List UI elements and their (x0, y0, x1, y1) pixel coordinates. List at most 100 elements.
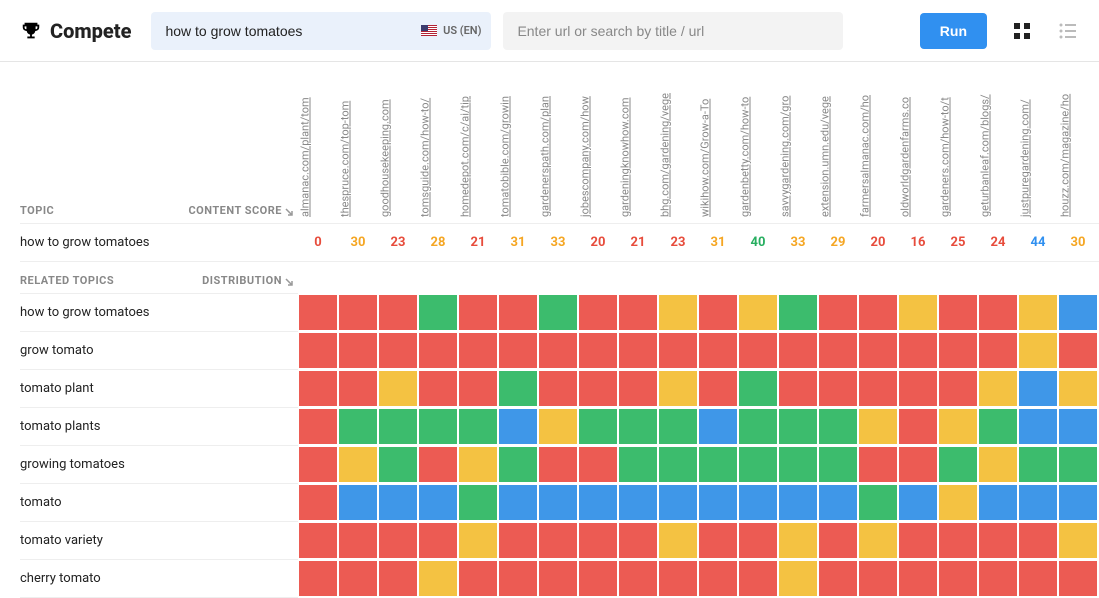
heatmap-cell (738, 408, 778, 445)
related-topic-row[interactable]: tomato (20, 484, 298, 522)
column-header[interactable]: tomatobible.com/growin (498, 62, 538, 223)
column-header[interactable]: homedepot.com/c/ai/tip (458, 62, 498, 223)
column-header[interactable]: almanac.com/plant/tom (298, 62, 338, 223)
topic-header-row: TOPIC CONTENT SCORE (20, 192, 298, 224)
column-header[interactable]: gardenbetty.com/how-to (738, 62, 778, 223)
heatmap-cell (818, 370, 858, 407)
heatmap-cell (978, 484, 1018, 521)
column-header[interactable]: gardeningknowhow.com (618, 62, 658, 223)
heatmap-cell (378, 560, 418, 597)
column-header[interactable]: thespruce.com/top-tom (338, 62, 378, 223)
heatmap-cell (938, 560, 978, 597)
heatmap-cell (418, 370, 458, 407)
heatmap-cell (498, 370, 538, 407)
heatmap-cell (938, 446, 978, 483)
heatmap-cell (338, 522, 378, 559)
heatmap-cell (1018, 370, 1058, 407)
heatmap-cell (338, 408, 378, 445)
heatmap-cell (498, 522, 538, 559)
column-header[interactable]: savvygardening.com/gro (778, 62, 818, 223)
heatmap-cell (498, 484, 538, 521)
grid-view-icon[interactable] (1011, 20, 1033, 42)
heatmap-cell (378, 294, 418, 331)
heatmap-cell (378, 408, 418, 445)
column-header[interactable]: wikihow.com/Grow-a-To (698, 62, 738, 223)
locale-selector[interactable]: US (EN) (421, 24, 481, 37)
column-header[interactable]: bhg.com/gardening/vege (658, 62, 698, 223)
score-cell: 30 (338, 224, 378, 261)
column-header[interactable]: goodhousekeeping.com (378, 62, 418, 223)
heatmap-cell (618, 560, 658, 597)
heatmap-cell (738, 294, 778, 331)
heatmap-cell (778, 370, 818, 407)
heatmap-cell (618, 408, 658, 445)
heatmap-cell (978, 370, 1018, 407)
related-topic-row[interactable]: tomato variety (20, 522, 298, 560)
heatmap-cell (1058, 484, 1098, 521)
score-cell: 31 (498, 224, 538, 261)
related-topic-row[interactable]: cherry tomato (20, 560, 298, 598)
heatmap-cell (898, 370, 938, 407)
heatmap-row (298, 370, 1099, 408)
heatmap-cell (538, 560, 578, 597)
column-header[interactable]: gardenerspath.com/plan (538, 62, 578, 223)
column-header[interactable]: houzz.com/magazine/ho (1058, 62, 1098, 223)
heatmap-cell (378, 522, 418, 559)
column-header[interactable]: gardeners.com/how-to/t (938, 62, 978, 223)
column-header[interactable]: justpuregardening.com/ (1018, 62, 1058, 223)
heatmap-cell (1018, 522, 1058, 559)
heatmap-cell (538, 408, 578, 445)
heatmap-cell (858, 522, 898, 559)
heatmap-row (298, 408, 1099, 446)
sort-icon (284, 207, 294, 217)
score-cell: 0 (298, 224, 338, 261)
column-header[interactable]: tomsguide.com/how-to/ (418, 62, 458, 223)
heatmap-cell (578, 560, 618, 597)
related-topic-row[interactable]: growing tomatoes (20, 446, 298, 484)
query-input-wrapper[interactable]: US (EN) (151, 12, 491, 50)
heatmap-cell (858, 446, 898, 483)
heatmap-cell (458, 484, 498, 521)
score-cell: 20 (578, 224, 618, 261)
heatmap-cell (418, 408, 458, 445)
column-header[interactable]: extension.umn.edu/vege (818, 62, 858, 223)
list-view-icon[interactable] (1057, 20, 1079, 42)
heatmap-cell (978, 294, 1018, 331)
run-button[interactable]: Run (920, 13, 987, 49)
related-topic-row[interactable]: tomato plant (20, 370, 298, 408)
heatmap-cell (458, 370, 498, 407)
heatmap-cell (898, 560, 938, 597)
distribution-header[interactable]: DISTRIBUTION (202, 274, 294, 287)
heatmap-cell (858, 408, 898, 445)
heatmap-cell (818, 408, 858, 445)
heatmap-cell (538, 370, 578, 407)
url-input-wrapper[interactable] (503, 12, 843, 50)
heatmap-cell (778, 484, 818, 521)
heatmap-cell (498, 560, 538, 597)
heatmap-cell (1018, 408, 1058, 445)
heatmap-cell (338, 370, 378, 407)
heatmap-cell (818, 332, 858, 369)
score-cell: 31 (698, 224, 738, 261)
heatmap-cell (418, 484, 458, 521)
related-topic-row[interactable]: how to grow tomatoes (20, 294, 298, 332)
heatmap-cell (458, 522, 498, 559)
related-topic-row[interactable]: grow tomato (20, 332, 298, 370)
heatmap-cell (978, 408, 1018, 445)
heatmap-row (298, 522, 1099, 560)
heatmap-cell (1018, 332, 1058, 369)
heatmap-cell (298, 560, 338, 597)
related-topic-row[interactable]: tomato plants (20, 408, 298, 446)
column-header[interactable]: geturbanleaf.com/blogs/ (978, 62, 1018, 223)
heatmap-cell (778, 522, 818, 559)
column-header[interactable]: oldworldgardenfarms.co (898, 62, 938, 223)
heatmap-cell (938, 484, 978, 521)
column-header[interactable]: jobescompany.com/how (578, 62, 618, 223)
content-score-header[interactable]: CONTENT SCORE (188, 204, 294, 217)
url-input[interactable] (517, 23, 829, 39)
column-header[interactable]: farmersalmanac.com/ho (858, 62, 898, 223)
heatmap-cell (538, 522, 578, 559)
heatmap-cell (818, 484, 858, 521)
heatmap-cell (1018, 446, 1058, 483)
query-input[interactable] (165, 23, 413, 39)
